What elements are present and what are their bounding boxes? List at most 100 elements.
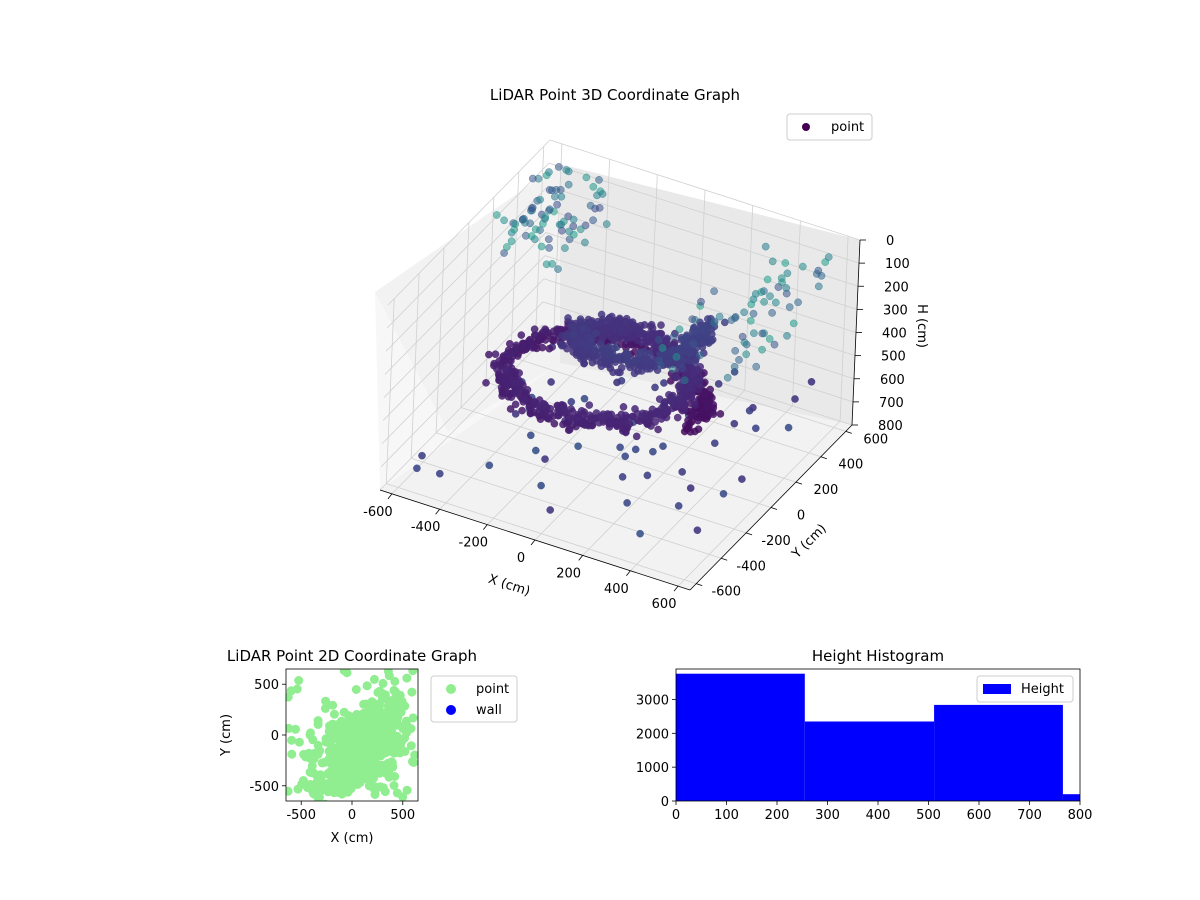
point-3d	[752, 424, 760, 433]
point-2d	[335, 728, 345, 738]
point-2d	[407, 687, 417, 697]
point-3d	[568, 407, 577, 416]
point-3d	[511, 400, 520, 409]
points-2d	[286, 669, 418, 801]
point-2d	[348, 759, 357, 769]
point-2d	[387, 757, 397, 767]
point-3d	[532, 446, 540, 455]
point-3d	[783, 269, 792, 278]
point-3d	[556, 185, 565, 194]
point-3d	[541, 400, 549, 409]
point-3d	[657, 361, 665, 370]
x-tick-label-histogram: 300	[815, 808, 840, 823]
x-tick-label-histogram: 500	[916, 808, 941, 823]
z-ticks-3d: 0 100 200 300 400 500 600 700 800	[852, 234, 910, 434]
point-2d	[402, 673, 412, 683]
point-3d	[435, 469, 444, 478]
point-2d	[305, 780, 315, 789]
y-tick-3d	[770, 507, 778, 510]
point-3d	[654, 336, 663, 344]
point-3d	[545, 235, 553, 243]
point-3d	[715, 312, 724, 321]
z-tick-label-3d: 800	[878, 419, 903, 434]
x-tick-3d	[435, 508, 440, 515]
point-2d	[384, 772, 394, 782]
point-2d	[327, 760, 337, 770]
x-tick-label-2d: 500	[390, 808, 415, 823]
grid-line	[582, 390, 745, 556]
point-3d	[672, 373, 681, 382]
grid-line	[460, 407, 772, 508]
point-3d	[672, 353, 681, 361]
legend-3d-marker	[802, 123, 810, 131]
grid-line	[383, 232, 547, 398]
point-3d	[418, 451, 426, 460]
point-3d	[611, 336, 620, 345]
x-tick-label-3d: 600	[652, 597, 677, 612]
point-3d	[674, 502, 683, 510]
point-3d	[667, 397, 675, 405]
point-3d	[814, 266, 823, 275]
point-3d	[714, 380, 723, 388]
point-3d	[749, 309, 758, 318]
grid-line	[387, 139, 551, 306]
point-3d	[548, 260, 557, 268]
point-3d	[527, 232, 536, 240]
point-3d	[710, 287, 718, 296]
point-3d	[622, 349, 631, 358]
x-tick-label-3d: 200	[556, 566, 581, 581]
point-2d	[364, 702, 374, 712]
point-3d	[669, 332, 678, 341]
grid-line	[385, 185, 549, 352]
point-3d	[529, 343, 537, 352]
point-2d	[350, 711, 360, 721]
point-2d	[328, 777, 338, 786]
point-3d	[689, 410, 698, 419]
point-3d	[517, 331, 526, 339]
point-3d	[749, 295, 758, 304]
point-3d	[485, 350, 493, 359]
point-3d	[511, 410, 520, 418]
point-3d	[577, 406, 586, 415]
point-3d	[413, 464, 421, 473]
point-3d	[711, 439, 719, 448]
point-3d	[541, 213, 550, 221]
point-2d	[384, 671, 394, 681]
point-3d	[782, 284, 791, 292]
point-2d	[378, 783, 388, 793]
x-axis-label-2d: X (cm)	[331, 831, 374, 846]
point-2d	[315, 746, 325, 756]
point-3d	[511, 220, 520, 228]
point-2d	[392, 716, 401, 726]
point-3d	[696, 351, 704, 360]
point-3d	[683, 331, 691, 340]
point-3d	[738, 475, 746, 483]
plot-2d: LiDAR Point 2D Coordinate Graph -500 0 500…	[219, 647, 518, 846]
point-3d	[602, 220, 611, 228]
chart-3d-title: LiDAR Point 3D Coordinate Graph	[490, 86, 740, 104]
point-3d	[530, 397, 539, 406]
x-tick-label-histogram: 800	[1068, 808, 1093, 823]
point-2d	[344, 711, 353, 721]
point-3d	[621, 318, 630, 327]
point-2d	[342, 669, 352, 678]
x-tick-3d	[578, 555, 584, 561]
point-3d	[506, 405, 515, 413]
point-3d	[636, 529, 644, 538]
point-3d	[704, 400, 712, 408]
point-2d	[408, 756, 417, 766]
point-3d	[740, 308, 748, 317]
grid-line	[381, 278, 545, 445]
point-2d	[387, 727, 397, 737]
y-tick-label-2d: -500	[249, 780, 279, 795]
point-2d	[406, 741, 416, 751]
point-2d	[390, 676, 400, 686]
point-2d	[380, 734, 390, 744]
point-3d	[661, 408, 669, 416]
point-3d	[761, 242, 770, 251]
point-3d	[531, 331, 539, 339]
point-3d	[675, 344, 684, 353]
point-3d	[643, 471, 652, 480]
point-2d	[361, 727, 370, 737]
